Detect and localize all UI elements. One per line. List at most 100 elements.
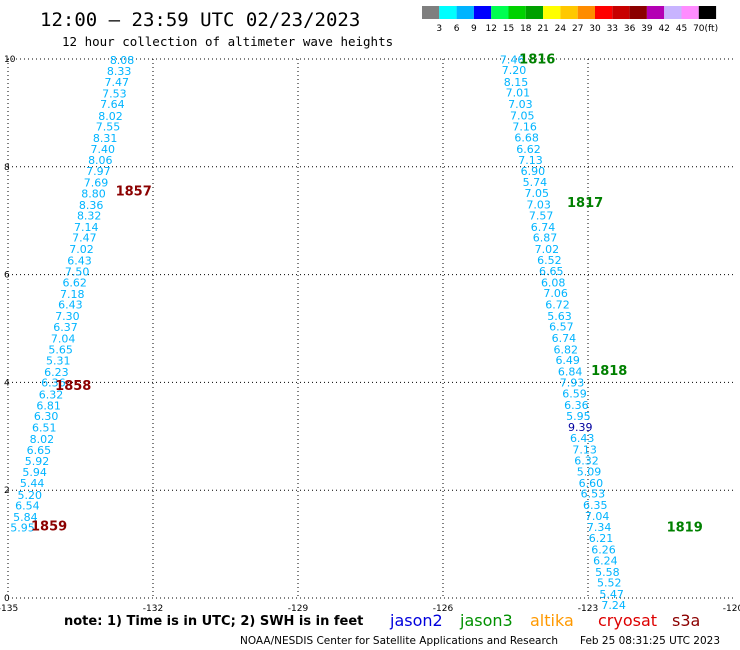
wave-height-label: 8.80 [81,188,106,201]
scale-label: 12 [485,24,496,34]
x-tick-label: -132 [143,604,163,614]
wave-height-label: 6.84 [558,365,583,378]
wave-height-label: 5.74 [523,176,548,189]
wave-height-label: 6.24 [593,555,618,568]
wave-height-label: 5.94 [22,466,47,479]
scale-swatch [629,6,647,19]
wave-height-label: 5.20 [18,489,43,502]
time-label: 1819 [667,521,703,536]
wave-height-label: 5.63 [547,310,572,323]
x-tick-label: -123 [578,604,598,614]
scale-label: 33 [607,24,618,34]
wave-height-label: 7.53 [102,87,127,100]
scale-swatch [698,6,717,19]
grid-lines [7,58,733,599]
wave-height-label: 7.16 [512,121,537,134]
wave-height-label: 8.02 [98,110,123,123]
wave-height-label: 6.59 [562,387,587,400]
wave-height-label: 6.62 [516,143,541,156]
wave-height-label: 8.36 [79,199,104,212]
chart-subtitle: 12 hour collection of altimeter wave hei… [62,34,393,49]
footer-timestamp: Feb 25 08:31:25 UTC 2023 [580,635,720,647]
scale-label: 36 [624,24,636,34]
wave-height-label: 7.64 [100,98,125,111]
wave-height-label: 7.04 [51,333,76,346]
wave-height-label: 6.74 [552,332,577,345]
wave-height-label: 5.58 [595,566,620,579]
wave-height-label: 5.84 [13,511,38,524]
wave-height-label: 8.32 [77,210,102,223]
wave-height-label: 7.03 [508,98,533,111]
wave-height-label: 5.47 [599,588,624,601]
wave-height-label: 7.47 [72,232,97,245]
wave-height-label: 8.02 [30,433,55,446]
x-tick-label: -135 [0,604,18,614]
wave-height-label: 7.93 [560,377,585,390]
wave-height-label: 5.31 [46,355,71,368]
wave-height-label: 8.15 [504,76,529,89]
wave-height-label: 6.37 [53,321,78,334]
scale-swatch [681,6,699,19]
wave-height-label: 7.69 [84,177,109,190]
wave-height-label: 6.23 [44,366,69,379]
wave-height-label: 6.36 [564,399,589,412]
scale-swatch [525,6,544,19]
scale-label: 24 [555,24,567,34]
wave-height-label: 7.06 [543,287,568,300]
wave-height-label: 6.82 [554,343,579,356]
wave-height-label: 8.06 [88,154,113,167]
wave-height-label: 6.90 [521,165,546,178]
satellite-legend: jason2 jason3 altika cryosat s3a [389,611,700,630]
footer-credit: NOAA/NESDIS Center for Satellite Applica… [240,635,558,647]
scale-swatch [577,6,595,19]
scale-swatch [473,6,492,19]
scale-unit: (ft) [705,24,719,34]
scale-swatch [491,6,509,19]
wave-height-label: 7.34 [587,521,612,534]
wave-height-label: 5.92 [25,455,50,468]
chart-title: 12:00 – 23:59 UTC 02/23/2023 [40,9,360,31]
wave-height-label: 5.09 [577,466,602,479]
wave-height-label: 7.14 [74,221,99,234]
wave-height-label: 7.01 [506,87,531,100]
scale-swatch [595,6,613,19]
scale-swatch [543,6,561,19]
scale-swatch [508,6,526,19]
wave-height-label: 6.30 [34,410,59,423]
wave-height-label: 6.08 [541,276,566,289]
wave-height-label: 7.02 [535,243,560,256]
x-tick-label: -129 [288,604,309,614]
color-scale: 3 6 9 12 15 18 21 24 27 30 33 36 39 42 45 70 (ft) [422,6,718,34]
y-tick-label: 2 [4,486,10,496]
wave-height-label: 7.05 [525,187,550,200]
time-label: 1817 [567,196,603,211]
wave-height-label: 8.33 [107,65,132,78]
wave-height-label: 7.47 [105,76,130,89]
wave-height-label: 7.02 [69,243,94,256]
wave-height-label: 5.44 [20,477,45,490]
wave-height-label: 7.05 [510,109,535,122]
wave-height-label: 7.13 [518,154,543,167]
wave-height-label: 6.62 [62,276,87,289]
wave-height-label: 6.43 [67,254,92,267]
wave-height-label: 6.52 [537,254,562,267]
wave-height-label: 5.65 [48,343,73,356]
scale-swatch [612,6,630,19]
wave-height-label: 7.18 [60,288,85,301]
wave-height-label: 6.57 [549,321,574,334]
scale-label: 15 [503,24,514,34]
time-label: 1858 [55,379,91,394]
wave-height-label: 5.95 [10,522,35,535]
wave-height-label: 6.21 [589,532,614,545]
wave-height-label: 6.65 [539,265,564,278]
wave-height-label: 9.39 [568,421,593,434]
wave-height-label: 6.51 [32,421,57,434]
satellite-cryosat: cryosat [598,611,657,630]
scale-label: 21 [537,24,548,34]
scale-swatch [646,6,665,19]
track-marks: 8.088.337.477.537.648.027.558.317.408.06… [10,52,703,611]
wave-height-label: 6.81 [36,399,61,412]
time-label: 1857 [116,184,152,199]
wave-height-label: 7.24 [601,599,626,612]
